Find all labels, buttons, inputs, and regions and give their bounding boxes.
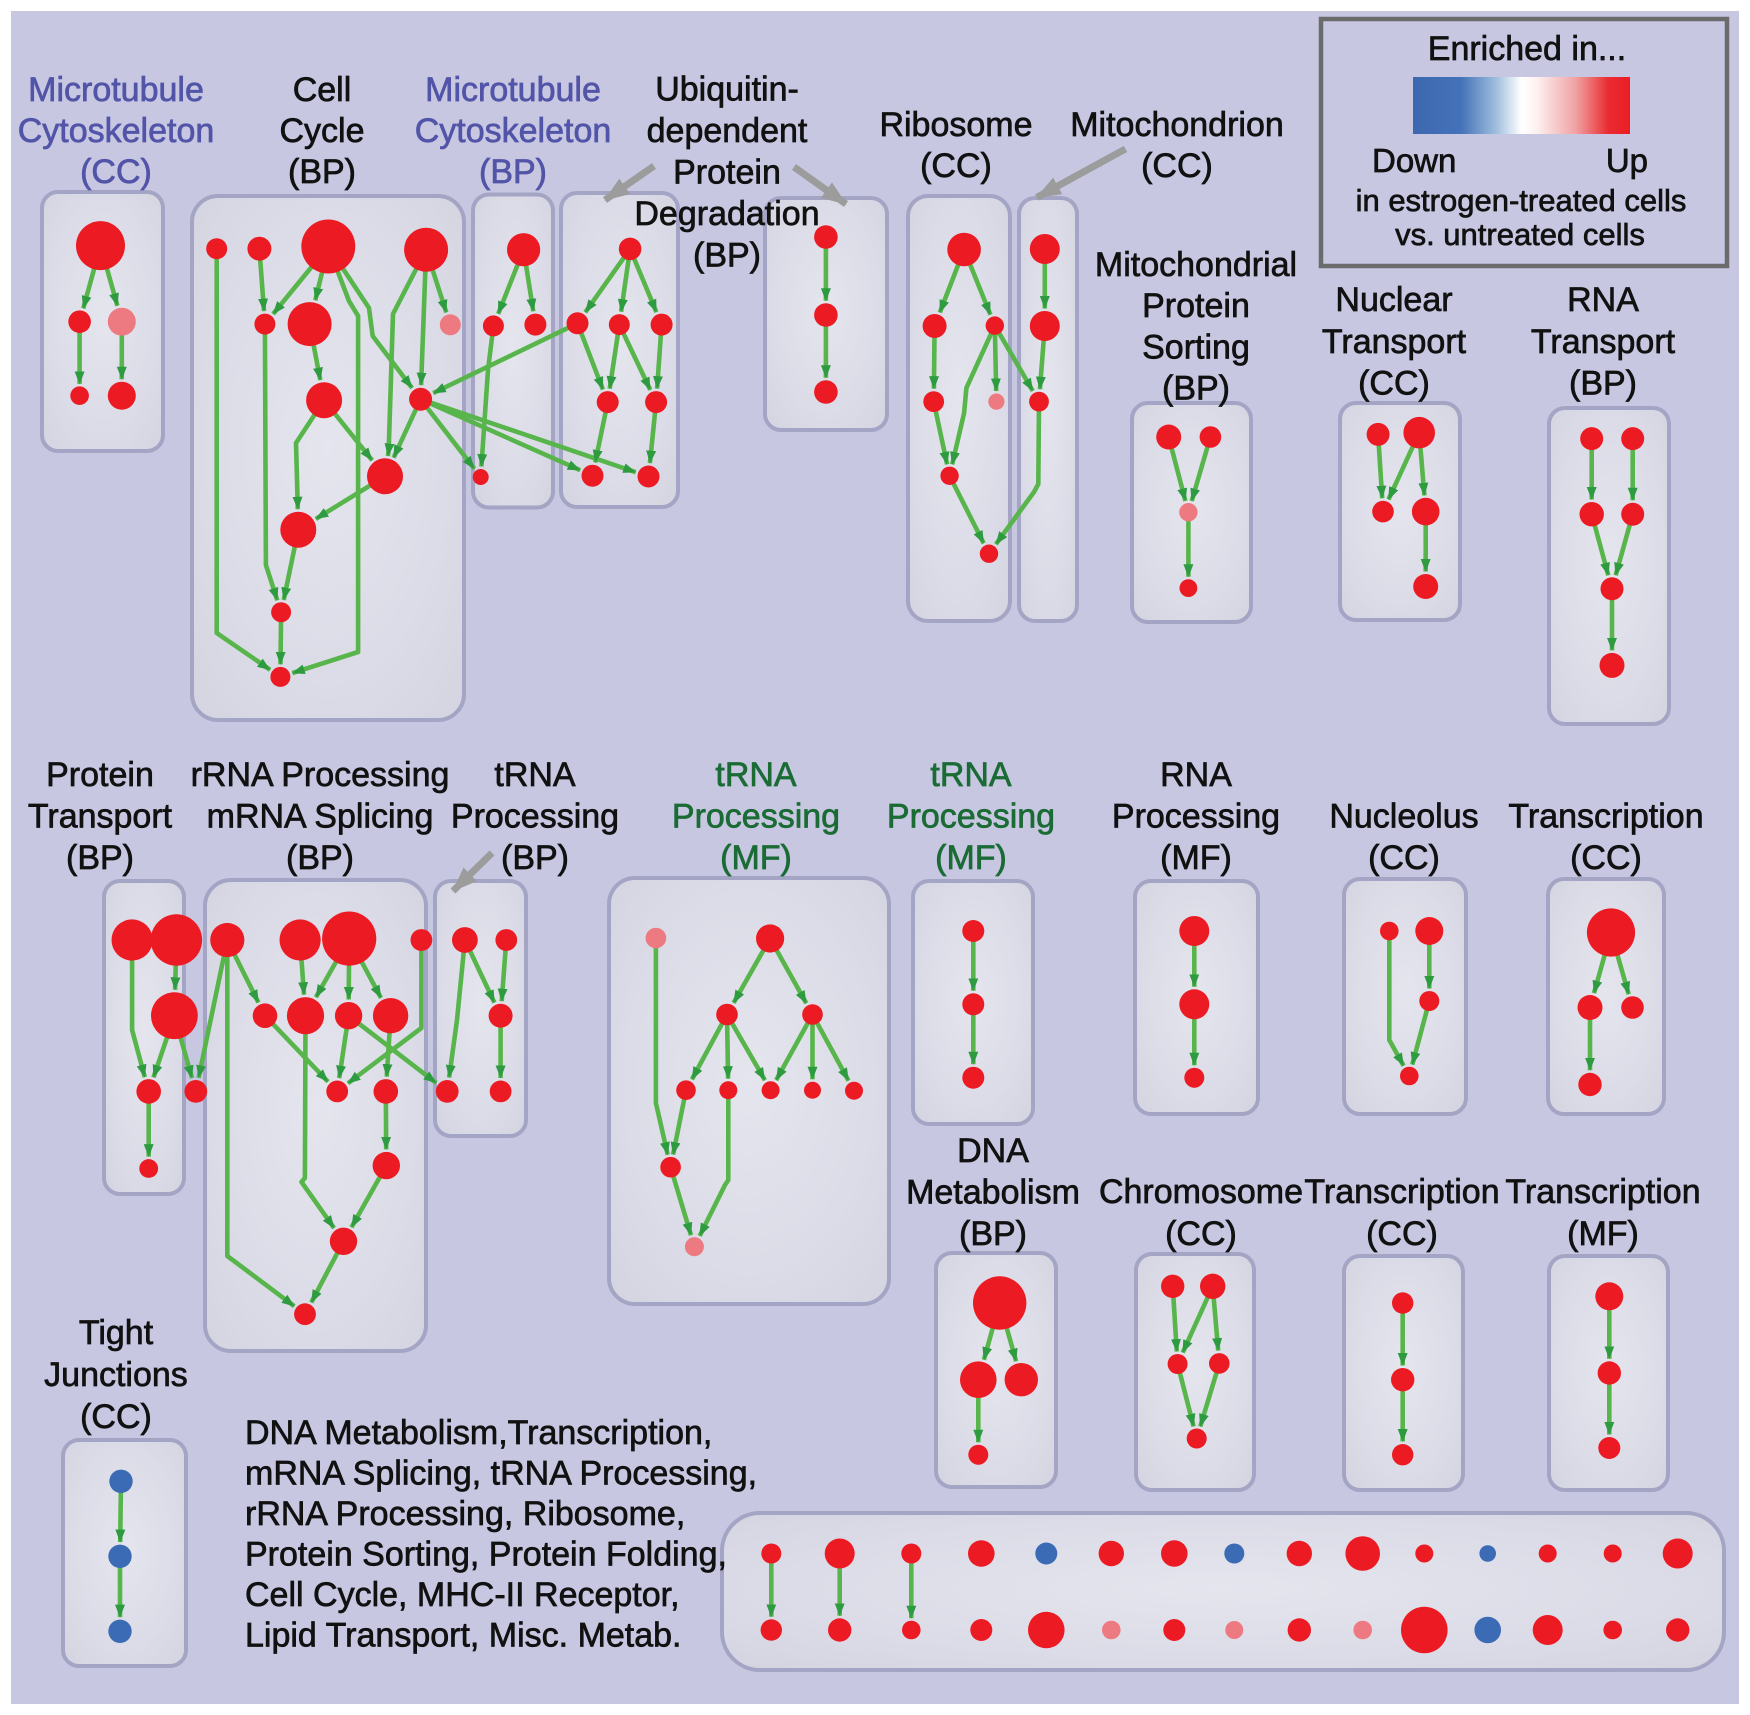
svg-text:Ubiquitin-: Ubiquitin-	[655, 71, 799, 109]
svg-text:(BP): (BP)	[693, 237, 761, 275]
svg-text:Protein: Protein	[46, 756, 154, 794]
svg-text:Processing: Processing	[1112, 798, 1280, 836]
svg-text:Cell: Cell	[293, 71, 352, 109]
svg-text:rRNA Processing, Ribosome,: rRNA Processing, Ribosome,	[245, 1495, 685, 1533]
svg-text:Transport: Transport	[1322, 323, 1467, 361]
svg-text:Processing: Processing	[887, 798, 1055, 836]
svg-text:Cycle: Cycle	[279, 112, 364, 150]
svg-text:(CC): (CC)	[1366, 1215, 1438, 1253]
svg-text:(BP): (BP)	[959, 1215, 1027, 1253]
svg-text:tRNA: tRNA	[930, 756, 1012, 794]
svg-text:mRNA Splicing, tRNA Processing: mRNA Splicing, tRNA Processing,	[245, 1455, 757, 1493]
svg-text:Protein Sorting, Protein Foldi: Protein Sorting, Protein Folding,	[245, 1536, 727, 1574]
svg-text:Degradation: Degradation	[634, 195, 819, 233]
svg-text:Transport: Transport	[1531, 323, 1676, 361]
svg-text:(CC): (CC)	[80, 1398, 152, 1436]
svg-text:Microtubule: Microtubule	[425, 71, 601, 109]
svg-text:Transcription: Transcription	[1508, 798, 1703, 836]
svg-text:RNA: RNA	[1160, 756, 1232, 794]
svg-text:Metabolism: Metabolism	[906, 1174, 1080, 1212]
svg-text:Lipid Transport, Misc. Metab.: Lipid Transport, Misc. Metab.	[245, 1617, 682, 1655]
svg-text:(CC): (CC)	[1570, 839, 1642, 877]
svg-text:(CC): (CC)	[920, 147, 992, 185]
svg-text:Protein: Protein	[673, 154, 781, 192]
svg-text:vs. untreated cells: vs. untreated cells	[1395, 217, 1645, 252]
svg-text:in estrogen-treated cells: in estrogen-treated cells	[1356, 183, 1687, 218]
svg-text:Junctions: Junctions	[44, 1356, 188, 1394]
svg-text:Down: Down	[1372, 142, 1456, 179]
svg-text:Microtubule: Microtubule	[28, 71, 204, 109]
svg-text:Enriched in...: Enriched in...	[1428, 30, 1626, 68]
svg-text:(BP): (BP)	[286, 839, 354, 877]
svg-text:(BP): (BP)	[66, 839, 134, 877]
svg-text:(CC): (CC)	[1368, 839, 1440, 877]
svg-text:Tight: Tight	[79, 1314, 154, 1352]
svg-text:RNA: RNA	[1567, 281, 1639, 319]
svg-text:(BP): (BP)	[288, 153, 356, 191]
svg-text:(CC): (CC)	[1165, 1215, 1237, 1253]
svg-text:Nuclear: Nuclear	[1335, 281, 1452, 319]
svg-text:(MF): (MF)	[1567, 1215, 1639, 1253]
svg-text:(BP): (BP)	[1162, 370, 1230, 408]
svg-text:Cytoskeleton: Cytoskeleton	[18, 112, 215, 150]
svg-text:Transcription: Transcription	[1505, 1173, 1700, 1211]
svg-text:(CC): (CC)	[1358, 364, 1430, 402]
svg-text:Ribosome: Ribosome	[879, 106, 1032, 144]
svg-text:Processing: Processing	[672, 798, 840, 836]
svg-text:Protein: Protein	[1142, 287, 1250, 325]
svg-text:Chromosome: Chromosome	[1099, 1173, 1303, 1211]
svg-text:mRNA Splicing: mRNA Splicing	[207, 798, 434, 836]
svg-text:Sorting: Sorting	[1142, 328, 1250, 366]
svg-text:tRNA: tRNA	[494, 756, 576, 794]
svg-text:dependent: dependent	[647, 112, 808, 150]
svg-text:(CC): (CC)	[1141, 147, 1213, 185]
svg-text:tRNA: tRNA	[715, 756, 797, 794]
svg-text:(CC): (CC)	[80, 153, 152, 191]
svg-text:(BP): (BP)	[501, 839, 569, 877]
svg-text:Cell Cycle, MHC-II Receptor,: Cell Cycle, MHC-II Receptor,	[245, 1576, 680, 1614]
svg-text:DNA Metabolism,Transcription,: DNA Metabolism,Transcription,	[245, 1414, 712, 1452]
svg-text:Transcription: Transcription	[1304, 1173, 1499, 1211]
svg-text:Transport: Transport	[28, 798, 173, 836]
svg-text:Processing: Processing	[451, 798, 619, 836]
svg-text:(MF): (MF)	[935, 839, 1007, 877]
svg-text:rRNA Processing: rRNA Processing	[191, 756, 450, 794]
svg-text:DNA: DNA	[957, 1132, 1029, 1170]
svg-text:Nucleolus: Nucleolus	[1329, 798, 1478, 836]
svg-text:(BP): (BP)	[1569, 364, 1637, 402]
svg-text:Mitochondrial: Mitochondrial	[1095, 246, 1297, 284]
svg-text:(MF): (MF)	[720, 839, 792, 877]
svg-text:(MF): (MF)	[1160, 839, 1232, 877]
svg-text:Mitochondrion: Mitochondrion	[1070, 106, 1284, 144]
svg-text:(BP): (BP)	[479, 153, 547, 191]
svg-text:Up: Up	[1606, 142, 1648, 179]
svg-text:Cytoskeleton: Cytoskeleton	[415, 112, 612, 150]
